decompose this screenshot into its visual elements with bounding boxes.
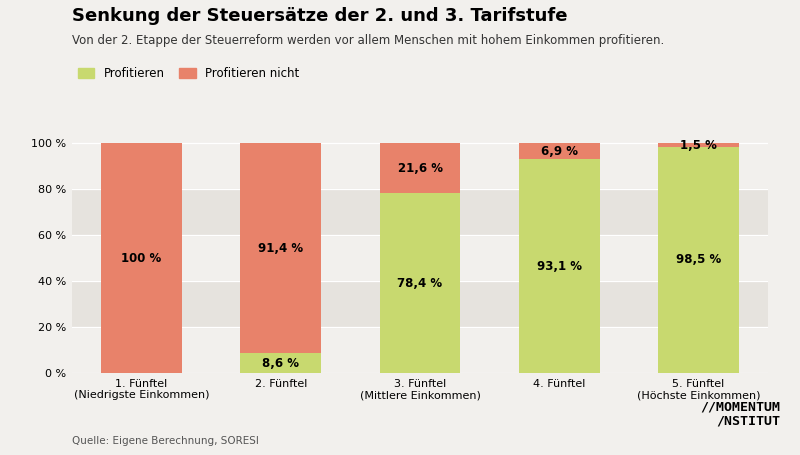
Text: 78,4 %: 78,4 % [398,277,442,289]
Text: 93,1 %: 93,1 % [537,260,582,273]
Text: 100 %: 100 % [122,252,162,265]
Bar [72,189,768,235]
Text: 21,6 %: 21,6 % [398,162,442,175]
Bar [102,143,182,373]
Bar [519,159,599,373]
Bar [380,143,460,193]
Bar [241,143,321,354]
Legend: Profitieren, Profitieren nicht: Profitieren, Profitieren nicht [78,67,299,81]
Text: 6,9 %: 6,9 % [541,145,578,158]
Text: 8,6 %: 8,6 % [262,357,299,370]
Bar [72,281,768,327]
Bar [519,143,599,159]
Text: 98,5 %: 98,5 % [676,253,721,267]
Bar [380,193,460,373]
Text: //MOMENTUM
/NSTITUT: //MOMENTUM /NSTITUT [700,401,780,428]
Text: 1,5 %: 1,5 % [680,139,717,152]
Bar [241,354,321,373]
Bar [658,143,738,147]
Bar [658,147,738,373]
Text: Senkung der Steuersätze der 2. und 3. Tarifstufe: Senkung der Steuersätze der 2. und 3. Ta… [72,7,567,25]
Text: 91,4 %: 91,4 % [258,242,303,255]
Text: Quelle: Eigene Berechnung, SORESI: Quelle: Eigene Berechnung, SORESI [72,436,259,446]
Text: Von der 2. Etappe der Steuerreform werden vor allem Menschen mit hohem Einkommen: Von der 2. Etappe der Steuerreform werde… [72,34,664,47]
